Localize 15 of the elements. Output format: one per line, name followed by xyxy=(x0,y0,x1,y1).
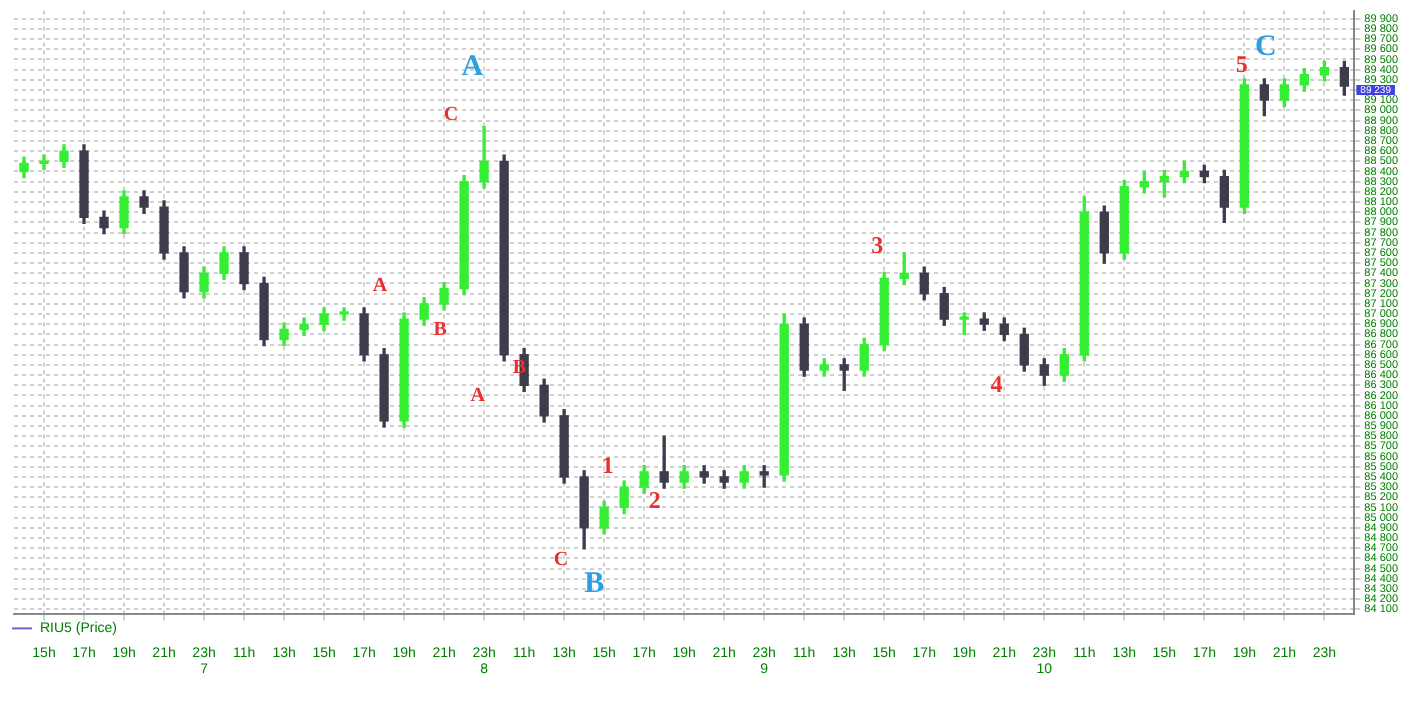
annotation: C xyxy=(443,103,459,126)
annotation: A xyxy=(461,51,484,84)
annotation: B xyxy=(584,567,605,600)
annotation: A xyxy=(470,384,487,407)
candlestick xyxy=(39,154,49,171)
annotation: B xyxy=(512,356,527,379)
annotation: C xyxy=(1255,30,1277,63)
annotation: 2 xyxy=(648,485,661,514)
annotation: A xyxy=(372,275,389,298)
annotation: B xyxy=(433,318,448,341)
annotation: 5 xyxy=(1235,49,1248,78)
annotation: 4 xyxy=(990,370,1003,399)
annotation: C xyxy=(553,549,569,572)
annotation: 1 xyxy=(601,451,614,480)
annotation: 3 xyxy=(871,230,884,259)
